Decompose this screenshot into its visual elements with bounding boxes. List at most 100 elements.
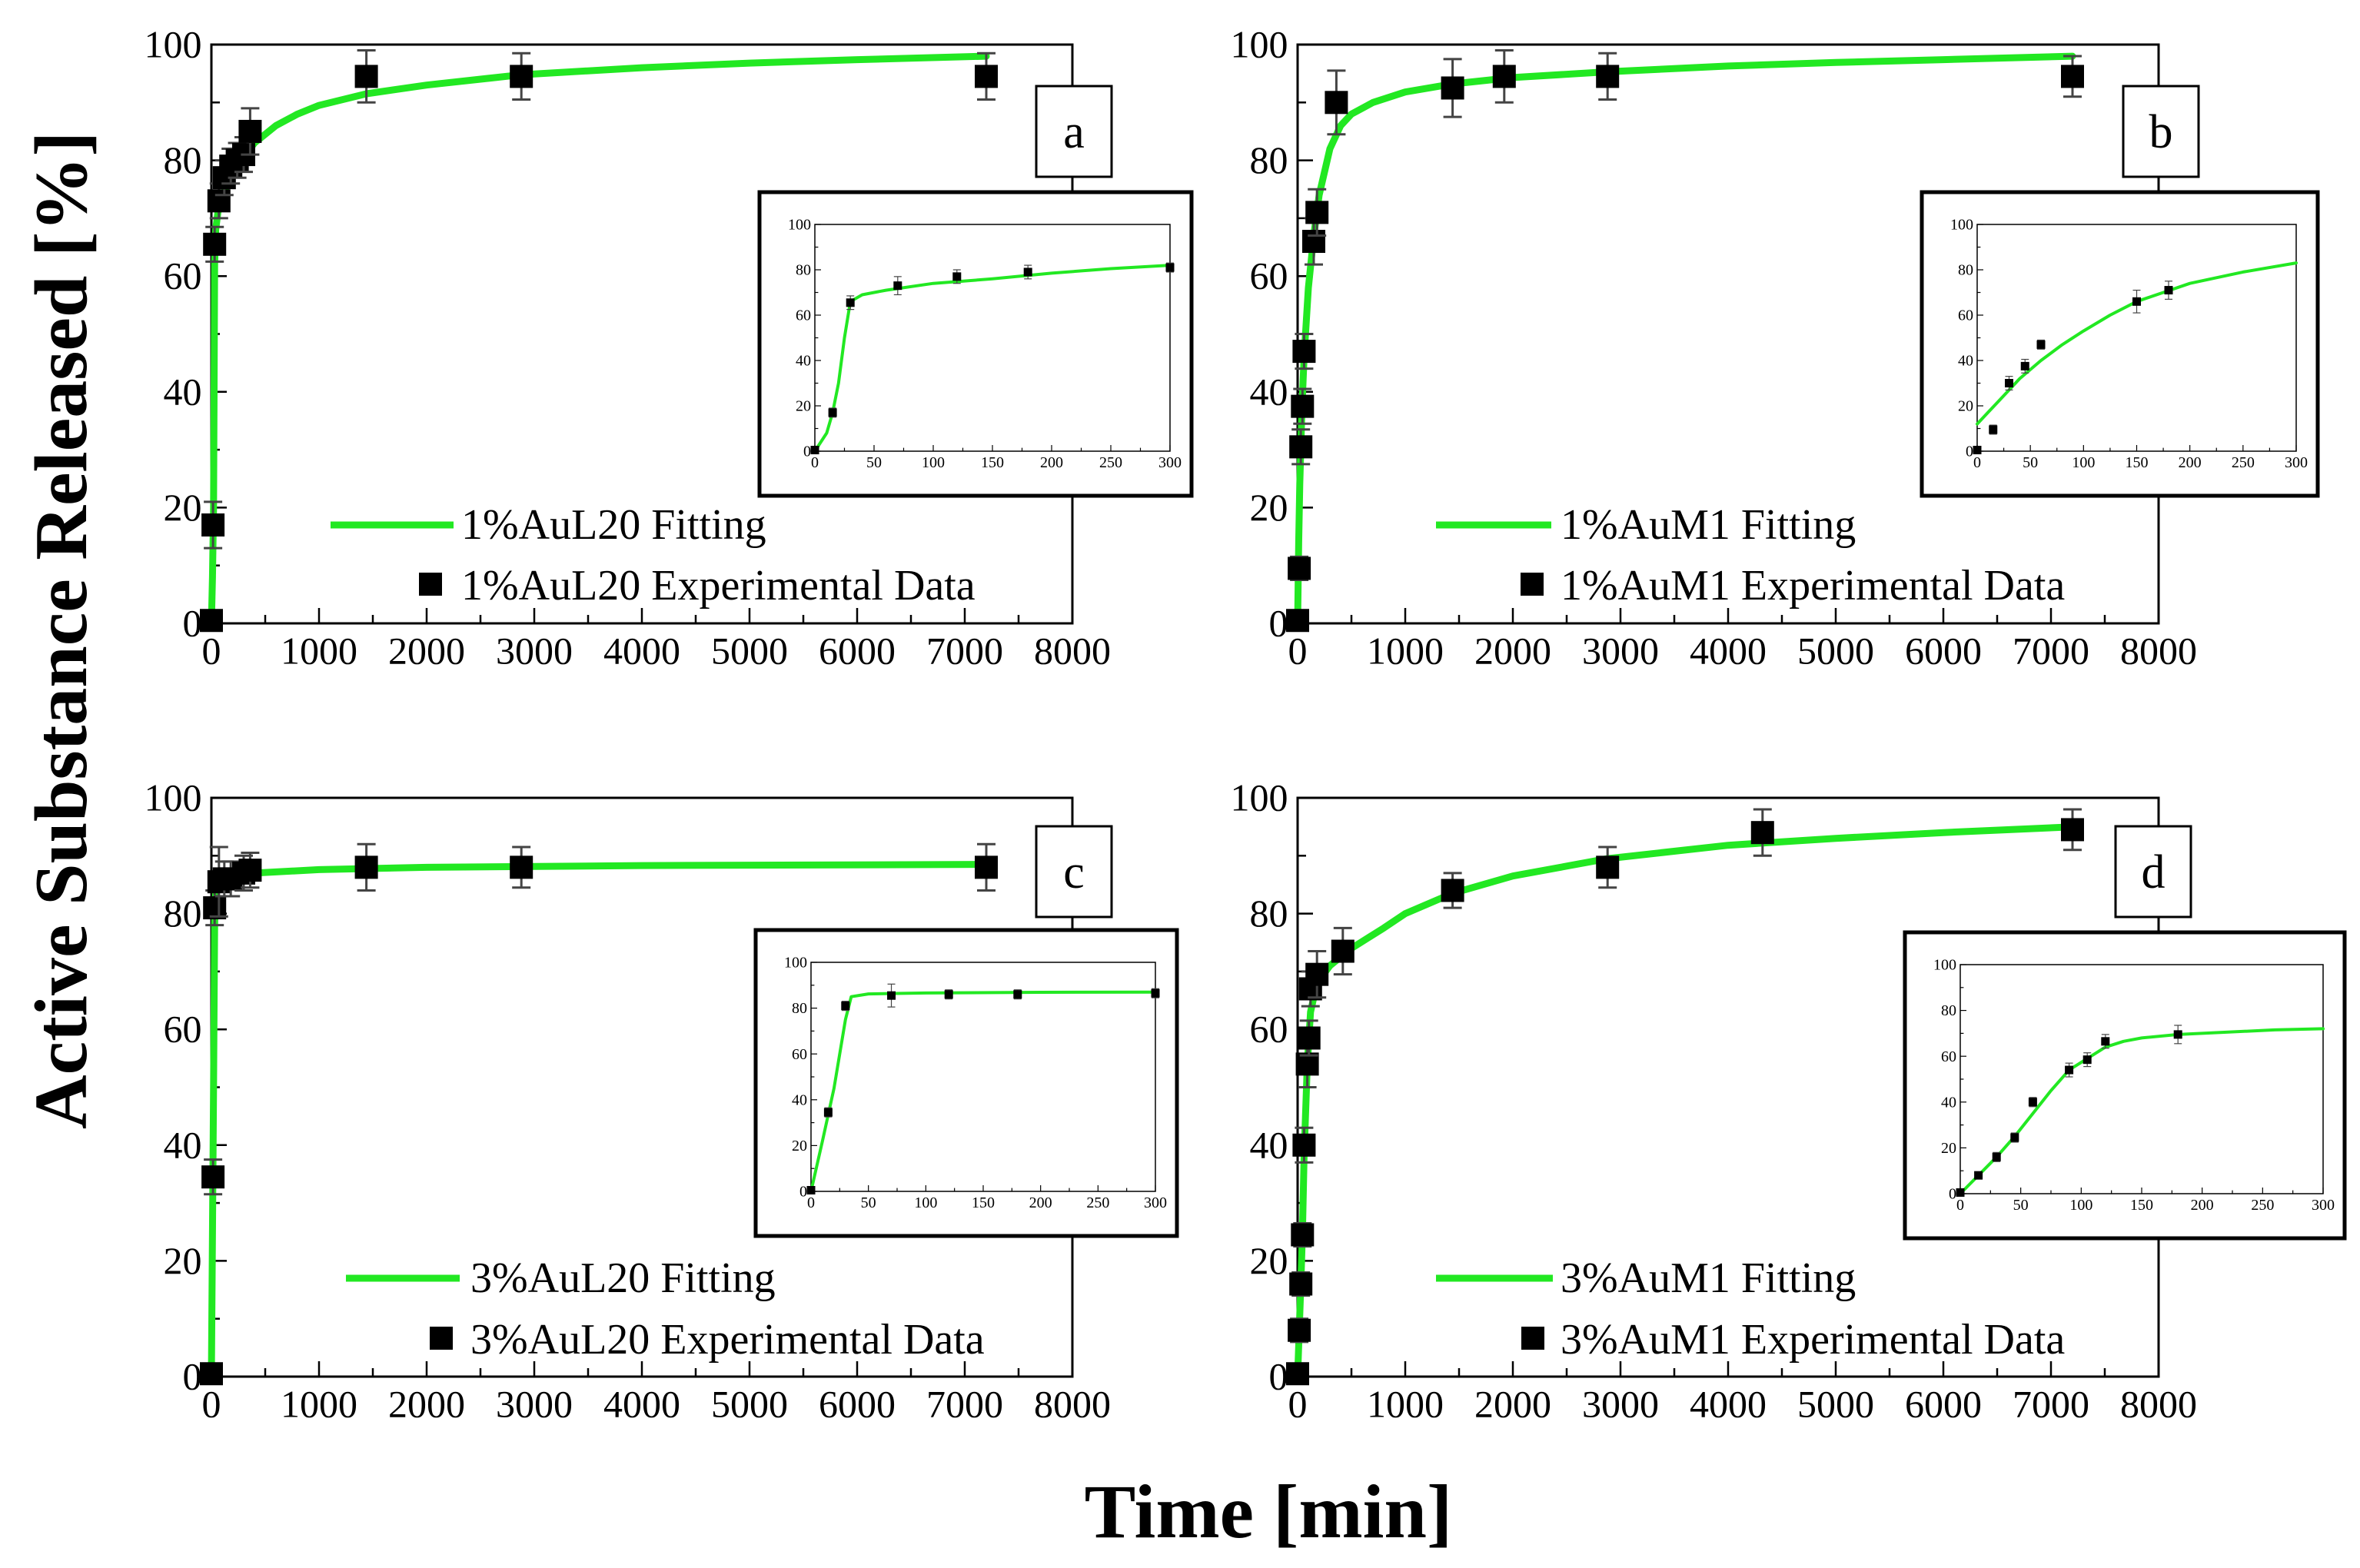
panel-b-legend-data-label: 1%AuM1 Experimental Data (1561, 562, 2065, 610)
panel-d-inset-y-tick-label: 100 (1933, 957, 1956, 974)
panel-a-data-point (203, 232, 227, 256)
panel-a-data-point (510, 65, 533, 88)
panel-b-inset-x-tick-label: 250 (2232, 454, 2255, 471)
panel-b-data-point (2061, 65, 2084, 88)
panel-b-data-point (1291, 394, 1315, 418)
panel-b-x-tick-label: 2000 (1474, 630, 1551, 673)
panel-d-inset-x-tick-label: 150 (2130, 1197, 2153, 1214)
panel-a-x-tick-label: 1000 (281, 630, 357, 673)
panel-d-x-tick-label: 2000 (1474, 1383, 1551, 1426)
panel-a-x-tick-label: 5000 (711, 630, 788, 673)
panel-b-x-tick-label: 8000 (2120, 630, 2197, 673)
panel-b-inset-y-tick-label: 0 (1966, 443, 1973, 460)
panel-a-data-point (207, 189, 231, 213)
panel-c-x-tick-label: 6000 (819, 1383, 896, 1426)
panel-a-x-tick-label: 4000 (603, 630, 680, 673)
panel-c-data-point (238, 859, 262, 882)
panel-b-y-tick-label: 0 (1269, 602, 1288, 645)
panel-d-legend-data-swatch (1521, 1327, 1544, 1350)
panel-a-inset-x-tick-label: 250 (1099, 454, 1122, 471)
panel-c-inset-y-tick-label: 20 (792, 1138, 807, 1154)
panel-b-data-point (1289, 435, 1313, 459)
panel-c-inset-data-point (944, 990, 953, 999)
panel-b-data-point (1302, 230, 1325, 254)
panel-b-inset-data-point (2020, 361, 2029, 370)
panel-d-y-tick-label: 60 (1250, 1008, 1288, 1051)
panel-b-y-tick-label: 100 (1231, 23, 1288, 66)
panel-c-data-point (510, 855, 533, 879)
panel-d-y-tick-label: 80 (1250, 892, 1288, 935)
panel-d-data-point (1291, 1223, 1315, 1247)
panel-c-inset: 0 50 100 150 200 250 300 0 20 40 60 80 100 (753, 928, 1179, 1238)
panel-a-x-tick-label: 3000 (496, 630, 573, 673)
panel-a-inset-y-tick-label: 40 (796, 353, 811, 370)
panel-b-inset-y-tick-label: 80 (1958, 262, 1973, 279)
panel-a-data-point (238, 119, 262, 143)
panel-c-legend-data-swatch (430, 1327, 453, 1350)
panel-b-x-tick-label: 1000 (1367, 630, 1444, 673)
panel-a-inset-data-point (1165, 263, 1175, 272)
panel-a-inset-y-tick-label: 60 (796, 307, 811, 324)
panel-d-data-point (1441, 879, 1464, 902)
panel-b-inset-data-point (1973, 446, 1982, 455)
panel-c-x-tick-label: 7000 (926, 1383, 1003, 1426)
panel-c-x-tick-label: 1000 (281, 1383, 357, 1426)
panel-c-x-tick-label: 3000 (496, 1383, 573, 1426)
panel-d-data-point (1750, 821, 1774, 845)
panel-c-inset-y-tick-label: 100 (784, 955, 807, 972)
panel-d-inset-data-point (2082, 1055, 2092, 1065)
panel-a-y-tick-label: 80 (164, 138, 202, 181)
panel-d-inset-x-tick-label: 300 (2312, 1197, 2335, 1214)
y-axis-title: Active Substance Released [%] (20, 131, 103, 1129)
panel-a-y-tick-label: 40 (164, 370, 202, 413)
panel-a-data-point (975, 65, 998, 88)
panel-b-data-point (1596, 65, 1620, 88)
panel-a-inset-data-point (893, 281, 902, 291)
panel-a-inset-x-tick-label: 100 (922, 454, 945, 471)
panel-c-data-point (200, 1362, 223, 1386)
panel-a-label: a (1063, 106, 1085, 158)
panel-d-x-tick-label: 7000 (2013, 1383, 2089, 1426)
panel-b-inset-y-tick-label: 20 (1958, 398, 1973, 415)
panel-a-data-point (200, 609, 223, 633)
panel-d-label: d (2142, 846, 2166, 899)
panel-d-inset-x-tick-label: 200 (2191, 1197, 2214, 1214)
panel-c-x-tick-label: 0 (202, 1383, 221, 1426)
panel-d-data-point (1331, 939, 1355, 963)
panel-a-inset-data-point (846, 298, 855, 307)
x-axis-title: Time [min] (1085, 1469, 1453, 1554)
panel-c-y-tick-label: 40 (164, 1123, 202, 1166)
panel-d-inset-y-tick-label: 20 (1941, 1140, 1956, 1157)
panel-a-y-tick-label: 0 (183, 602, 202, 645)
panel-c-inset-y-tick-label: 40 (792, 1091, 807, 1108)
panel-d-data-point (1289, 1272, 1313, 1296)
panel-b-data-point (1305, 201, 1329, 224)
panel-d-x-tick-label: 4000 (1690, 1383, 1767, 1426)
panel-c-inset-x-tick-label: 300 (1144, 1194, 1167, 1211)
panel-d-inset-data-point (2173, 1030, 2182, 1039)
panel-b-x-tick-label: 5000 (1797, 630, 1874, 673)
panel-a-inset-x-tick-label: 0 (811, 454, 819, 471)
panel-a-inset-y-tick-label: 100 (788, 217, 811, 234)
panel-b-data-point (1286, 609, 1309, 633)
panel-b-x-tick-label: 3000 (1582, 630, 1659, 673)
panel-a-legend-data-label: 1%AuL20 Experimental Data (461, 562, 976, 610)
panel-b-inset-data-point (2164, 286, 2173, 295)
panel-d-x-tick-label: 6000 (1905, 1383, 1982, 1426)
panel-b-inset-x-tick-label: 200 (2179, 454, 2202, 471)
panel-d-inset: 0 50 100 150 200 250 300 0 20 40 60 80 100 (1903, 930, 2347, 1241)
panel-c-x-tick-label: 2000 (388, 1383, 465, 1426)
panel-c-inset-x-tick-label: 0 (807, 1194, 815, 1211)
panel-c-inset-data-point (887, 991, 896, 1000)
panel-b-x-tick-label: 0 (1288, 630, 1308, 673)
panel-b-legend-fit-label: 1%AuM1 Fitting (1561, 501, 1856, 549)
panel-b-inset-x-tick-label: 0 (1973, 454, 1981, 471)
panel-a-x-tick-label: 8000 (1034, 630, 1111, 673)
panel-a-inset-data-point (828, 408, 837, 417)
panel-a-x-tick-label: 7000 (926, 630, 1003, 673)
panel-c-inset-data-point (1013, 990, 1022, 999)
panel-a-data-point (354, 65, 378, 88)
panel-d-x-tick-label: 1000 (1367, 1383, 1444, 1426)
panel-c-inset-x-tick-label: 200 (1029, 1194, 1052, 1211)
